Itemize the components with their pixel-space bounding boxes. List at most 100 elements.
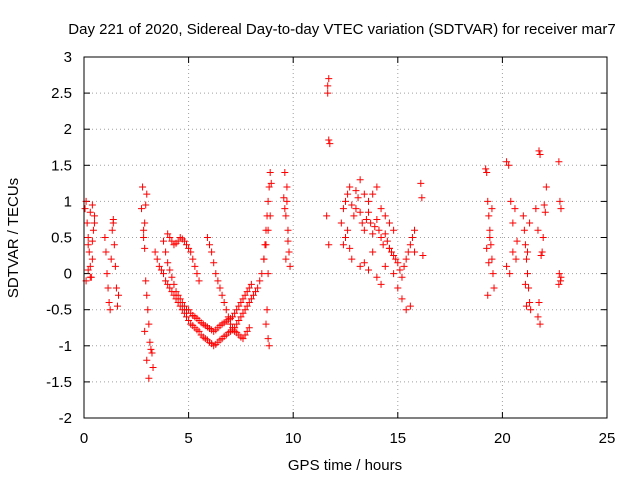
data-point: [247, 295, 255, 303]
data-point: [237, 298, 245, 306]
data-point: [526, 298, 534, 306]
data-point: [360, 226, 368, 234]
data-point: [356, 176, 364, 184]
data-point: [346, 183, 354, 191]
data-point: [247, 280, 255, 288]
data-point: [183, 241, 191, 249]
data-point: [266, 169, 274, 177]
data-point: [485, 212, 493, 220]
data-point: [222, 306, 230, 314]
data-point: [490, 284, 498, 292]
data-point: [262, 320, 270, 328]
data-point: [203, 234, 211, 241]
data-point: [390, 226, 398, 234]
data-point: [352, 205, 360, 213]
data-point: [388, 248, 396, 256]
x-tick-label: 0: [80, 430, 88, 447]
data-point: [185, 244, 193, 252]
data-point: [509, 248, 517, 256]
data-point: [525, 284, 533, 292]
data-point: [89, 226, 97, 234]
data-point: [555, 270, 563, 278]
data-point: [483, 244, 491, 252]
data-point: [539, 234, 547, 241]
data-point: [487, 241, 495, 249]
y-tick-label: -2: [59, 410, 72, 427]
data-point: [526, 219, 534, 227]
data-point: [283, 183, 291, 191]
data-point: [488, 255, 496, 263]
data-point: [406, 241, 414, 249]
data-point: [522, 302, 530, 310]
data-point: [505, 161, 513, 169]
data-point: [536, 150, 544, 158]
data-point: [339, 241, 347, 249]
data-point: [535, 298, 543, 306]
data-point: [557, 205, 565, 213]
data-point: [88, 201, 96, 209]
data-point: [541, 208, 549, 216]
data-point: [350, 212, 358, 220]
x-tick-label: 25: [599, 430, 616, 447]
data-point: [195, 327, 203, 335]
data-point: [191, 262, 199, 270]
data-point: [83, 219, 91, 227]
data-point: [362, 215, 370, 223]
y-tick-label: 1: [64, 193, 72, 210]
data-point: [512, 255, 520, 263]
data-point: [379, 241, 387, 249]
data-point: [164, 259, 172, 267]
data-point: [155, 262, 163, 270]
data-point: [142, 277, 150, 285]
data-point: [185, 317, 193, 325]
data-point: [411, 248, 419, 256]
data-point: [356, 262, 364, 270]
data-point: [226, 320, 234, 328]
data-point: [264, 270, 272, 278]
data-point: [483, 169, 491, 177]
data-point: [542, 183, 550, 191]
data-point: [375, 226, 383, 234]
data-point: [243, 302, 251, 310]
data-point: [180, 309, 188, 317]
data-point: [406, 302, 414, 310]
data-points: [81, 75, 565, 382]
data-point: [212, 270, 220, 278]
data-point: [360, 190, 368, 198]
data-point: [189, 255, 197, 263]
data-point: [369, 230, 377, 238]
data-point: [180, 302, 188, 310]
y-tick-labels: -2 -1.5 -1 -0.5 0 0.5 1 1.5 2 2.5 3: [46, 49, 72, 427]
data-point: [210, 259, 218, 267]
data-point: [373, 273, 381, 281]
data-point: [176, 295, 184, 303]
x-tick-label: 20: [494, 430, 511, 447]
data-point: [108, 226, 116, 234]
data-point: [365, 266, 373, 274]
data-point: [555, 280, 563, 288]
data-point: [532, 205, 540, 213]
data-point: [174, 291, 182, 299]
data-point: [381, 212, 389, 220]
data-point: [418, 194, 426, 202]
data-point: [112, 284, 120, 292]
data-point: [84, 234, 92, 241]
data-point: [102, 248, 110, 256]
data-point: [339, 205, 347, 213]
data-point: [241, 306, 249, 314]
data-point: [280, 194, 288, 202]
data-point: [506, 270, 514, 278]
data-point: [157, 266, 165, 274]
data-point: [138, 205, 146, 213]
data-point: [520, 226, 528, 234]
data-point: [324, 82, 332, 90]
data-point: [263, 306, 271, 314]
data-point: [214, 277, 222, 285]
data-point: [145, 320, 153, 328]
data-point: [556, 197, 564, 205]
y-axis-label: SDTVAR / TECUs: [5, 178, 22, 298]
data-point: [142, 201, 150, 209]
data-point: [503, 158, 511, 166]
data-point: [139, 183, 147, 191]
